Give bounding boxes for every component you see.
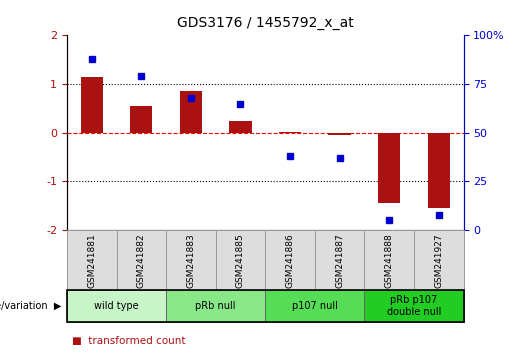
Text: ■  transformed count: ■ transformed count: [72, 336, 185, 346]
Text: genotype/variation  ▶: genotype/variation ▶: [0, 301, 62, 311]
Bar: [130, 106, 152, 133]
Bar: [67, 230, 116, 290]
Text: GSM241927: GSM241927: [434, 233, 443, 287]
Text: pRb p107
double null: pRb p107 double null: [387, 295, 441, 317]
Bar: [265, 230, 315, 290]
Bar: [67, 290, 166, 322]
Bar: [80, 77, 103, 133]
Bar: [279, 132, 301, 133]
Bar: [378, 133, 400, 203]
Bar: [216, 230, 265, 290]
Text: GSM241887: GSM241887: [335, 233, 344, 287]
Bar: [166, 230, 216, 290]
Text: GSM241888: GSM241888: [385, 233, 393, 287]
Bar: [315, 230, 365, 290]
Text: GSM241883: GSM241883: [186, 233, 195, 287]
Bar: [116, 230, 166, 290]
Text: wild type: wild type: [94, 301, 139, 311]
Bar: [365, 290, 464, 322]
Bar: [365, 230, 414, 290]
Text: p107 null: p107 null: [292, 301, 338, 311]
Bar: [265, 290, 365, 322]
Bar: [166, 290, 265, 322]
Bar: [329, 133, 351, 135]
Bar: [229, 121, 252, 133]
Title: GDS3176 / 1455792_x_at: GDS3176 / 1455792_x_at: [177, 16, 354, 30]
Bar: [427, 133, 450, 208]
Text: GSM241886: GSM241886: [285, 233, 295, 287]
Text: pRb null: pRb null: [195, 301, 236, 311]
Text: GSM241885: GSM241885: [236, 233, 245, 287]
Text: GSM241882: GSM241882: [137, 233, 146, 287]
Bar: [180, 91, 202, 133]
Text: GSM241881: GSM241881: [87, 233, 96, 287]
Bar: [414, 230, 464, 290]
